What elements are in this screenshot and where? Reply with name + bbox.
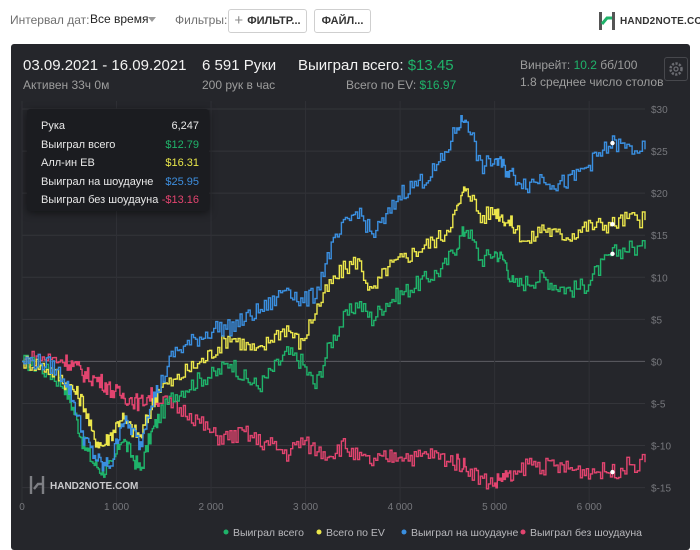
- hands-count: 6 591 Руки: [202, 57, 277, 74]
- y-tick-label: $15: [651, 231, 668, 242]
- filters-label: Фильтры:: [175, 13, 228, 27]
- y-tick-label: $-15: [651, 484, 671, 495]
- brand-logo-text: HAND2NOTE.COM: [620, 16, 700, 27]
- legend-label: Выиграл на шоудауне: [411, 527, 518, 539]
- hand2note-logo-icon: [599, 12, 615, 30]
- hover-point: [610, 469, 615, 475]
- filter-button-label: ФИЛЬТР...: [247, 15, 301, 27]
- chevron-down-icon[interactable]: [148, 17, 156, 22]
- hover-point: [610, 221, 615, 227]
- won-total-label: Выиграл всего:: [298, 57, 404, 74]
- legend-marker-won: [223, 529, 229, 535]
- y-tick-label: $-5: [651, 399, 666, 410]
- x-tick-label: 3 000: [293, 502, 318, 513]
- graph-panel: 03.09.2021 - 16.09.2021 Активен 33ч 0м 6…: [11, 44, 690, 550]
- x-tick-label: 6 000: [577, 502, 602, 513]
- profit-chart[interactable]: $30 $25 $20 $15 $10 $5 $0 $-5 $-10 $-15 0 1 000 2 00…: [11, 44, 690, 550]
- watermark-logo-text: HAND2NOTE.COM: [50, 481, 138, 492]
- hover-point: [610, 251, 615, 256]
- series-line-won: [22, 226, 646, 478]
- hand2note-logo-icon: [29, 476, 45, 494]
- tooltip-label: Алл-ин EB: [41, 157, 95, 169]
- x-tick-label: 0: [19, 502, 25, 513]
- tooltip-row: Выиграл всего $12.79: [41, 139, 199, 155]
- x-tick-label: 2 000: [199, 502, 224, 513]
- x-tick-label: 4 000: [388, 502, 413, 513]
- y-tick-label: $20: [651, 189, 668, 200]
- y-tick-label: $30: [651, 105, 668, 116]
- ev-total: Всего по EV: $16.97: [346, 78, 456, 92]
- tooltip-label: Рука: [41, 120, 66, 132]
- legend-label: Выиграл всего: [233, 527, 304, 539]
- file-button-label: ФАЙЛ...: [321, 15, 364, 27]
- legend-marker-ev: [316, 529, 322, 535]
- date-interval-label: Интервал дат:: [10, 13, 90, 27]
- series-line-sd: [22, 115, 646, 472]
- date-interval-select[interactable]: Все время: [90, 12, 149, 26]
- won-total-value: $13.45: [407, 57, 454, 74]
- ev-total-value: $16.97: [419, 78, 457, 92]
- watermark-logo: HAND2NOTE.COM: [29, 476, 138, 494]
- tooltip-value: $25.95: [165, 175, 199, 188]
- tooltip-value: $16.31: [165, 157, 199, 169]
- settings-button[interactable]: [664, 57, 688, 81]
- tooltip-value: $12.79: [165, 138, 199, 151]
- toolbar: Интервал дат: Все время Фильтры: + ФИЛЬТР…: [0, 0, 700, 42]
- tooltip-label: Выиграл без шоудауна: [41, 194, 159, 206]
- ev-total-label: Всего по EV:: [346, 78, 417, 92]
- winrate-value: 10.2: [573, 58, 597, 72]
- x-tick-label: 5 000: [482, 502, 507, 513]
- tooltip-value: -$13.16: [161, 194, 199, 206]
- tooltip-row: Выиграл без шоудауна -$13.16: [41, 194, 199, 210]
- hover-point: [610, 140, 615, 146]
- legend-label: Всего по EV: [326, 527, 385, 539]
- gear-icon: [669, 62, 683, 76]
- active-time: Активен 33ч 0м: [23, 78, 110, 92]
- chart-tooltip: Рука 6,247 Выиграл всего $12.79 Алл-ин EB $16…: [27, 109, 209, 211]
- brand-logo[interactable]: HAND2NOTE.COM: [598, 11, 700, 31]
- hands-per-hour: 200 рук в час: [202, 78, 276, 92]
- tooltip-label: Выиграл всего: [41, 138, 116, 151]
- winrate-unit: бб/100: [600, 58, 638, 72]
- filter-button[interactable]: + ФИЛЬТР...: [228, 9, 307, 33]
- x-tick-label: 1 000: [104, 502, 129, 513]
- winrate: Винрейт: 10.2 бб/100: [520, 58, 637, 72]
- legend-marker-sd: [401, 529, 407, 535]
- series-line-ev: [22, 186, 646, 449]
- series-line-nsd: [22, 350, 646, 490]
- date-range: 03.09.2021 - 16.09.2021: [23, 57, 187, 74]
- y-tick-label: $0: [651, 357, 663, 368]
- y-tick-label: $-10: [651, 442, 671, 453]
- plus-icon: +: [234, 12, 244, 29]
- winrate-label: Винрейт:: [520, 58, 571, 72]
- tooltip-row: Выиграл на шоудауне $25.95: [41, 176, 199, 192]
- won-total: Выиграл всего: $13.45: [298, 57, 454, 74]
- legend-label: Выиграл без шоудауна: [530, 527, 642, 539]
- legend-marker-nsd: [520, 529, 526, 535]
- tooltip-row: Алл-ин EB $16.31: [41, 157, 199, 173]
- y-tick-label: $25: [651, 147, 668, 158]
- file-button[interactable]: ФАЙЛ...: [314, 9, 371, 33]
- tooltip-value: 6,247: [171, 120, 199, 132]
- y-tick-label: $10: [651, 273, 668, 284]
- y-tick-label: $5: [651, 315, 663, 326]
- tooltip-row: Рука 6,247: [41, 120, 199, 136]
- tooltip-label: Выиграл на шоудауне: [41, 175, 154, 188]
- avg-tables: 1.8 среднее число столов: [520, 75, 664, 89]
